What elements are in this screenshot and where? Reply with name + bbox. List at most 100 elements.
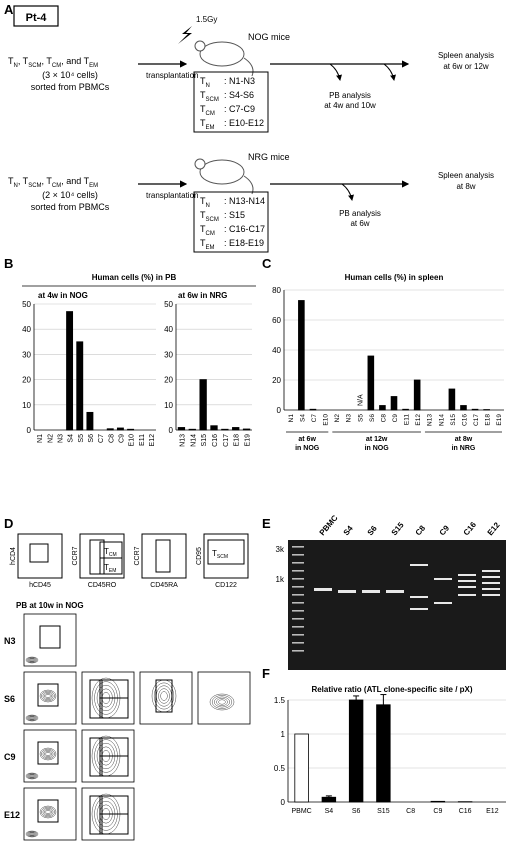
gel-band-S4-0 — [338, 590, 356, 593]
pb-row2-l2: at 6w — [350, 219, 369, 228]
C-ytick-2: 40 — [272, 346, 281, 355]
gel-lane-S4: S4 — [342, 524, 356, 538]
chart-c-title: Human cells (%) in spleen — [345, 273, 444, 282]
gel-lane-C16: C16 — [462, 520, 479, 537]
B-NOG-cat-C8: C8 — [108, 434, 115, 443]
gel-band-C9-0 — [434, 578, 452, 580]
schema-xlabel-0: hCD45 — [29, 582, 51, 589]
C-cat-S5: S5 — [357, 414, 364, 422]
C-cat-C16: C16 — [461, 414, 468, 426]
B-NOG-bar-E10 — [128, 429, 134, 430]
legend-row2-3: TEM: E18-E19 — [200, 238, 264, 251]
B-NOG-cat-N1: N1 — [37, 434, 44, 443]
C-cat-E18: E18 — [485, 414, 492, 426]
spleen-row1-l2: at 6w or 12w — [443, 62, 489, 71]
F-cat-PBMC: PBMC — [292, 808, 312, 815]
spleen-row2-l1: Spleen analysis — [438, 171, 494, 180]
C-cat-S15: S15 — [450, 414, 457, 426]
F-cat-S4: S4 — [325, 808, 334, 815]
chart-c-na-label: N/A — [357, 394, 364, 406]
B-NRG-cat-E19: E19 — [245, 434, 252, 447]
B-NOG-cat-E10: E10 — [129, 434, 136, 447]
B-NRG-bar-C16 — [211, 426, 218, 430]
flow-row-label-N3: N3 — [4, 636, 16, 646]
chart-c-group-1-l2: in NOG — [365, 445, 390, 452]
C-bar-C9 — [391, 397, 397, 411]
legend-row2-1: TSCM: S15 — [200, 210, 245, 223]
B-NRG-bar-N14 — [189, 429, 196, 430]
B-NOG-cat-N3: N3 — [57, 434, 64, 443]
schema-plot-0 — [18, 534, 62, 578]
C-cat-N13: N13 — [427, 414, 434, 426]
mice-row2: NRG mice — [248, 152, 290, 162]
flow-title: PB at 10w in NOG — [16, 601, 84, 610]
gel-band-PBMC-0 — [314, 588, 332, 591]
cells-row1: TN, TSCM, TCM, and TEM — [8, 56, 98, 69]
B-NOG-bar-S6 — [87, 412, 93, 430]
C-bar-C8 — [380, 406, 386, 411]
spleen-row2-l2: at 8w — [456, 182, 475, 191]
legend-row1-2: TCM: C7-C9 — [200, 104, 255, 117]
B-NOG-cat-N2: N2 — [47, 434, 54, 443]
F-cat-C16: C16 — [459, 808, 472, 815]
B-NRG-cat-E18: E18 — [234, 434, 241, 447]
B-NRG-bar-E19 — [243, 429, 250, 430]
gel-band-E12-4 — [482, 594, 500, 596]
pb-row1-l1: PB analysis — [329, 91, 371, 100]
C-cat-C9: C9 — [392, 414, 399, 423]
B-NOG-ytick-2: 20 — [22, 376, 31, 385]
C-bar-S15 — [449, 389, 455, 410]
C-bar-E12 — [414, 380, 420, 410]
B-NRG-ytick-3: 30 — [164, 350, 173, 359]
sorted-row1: sorted from PBMCs — [31, 82, 110, 92]
B-NRG-bar-E18 — [232, 427, 239, 430]
F-bar-C9 — [431, 801, 445, 802]
gel-band-C8-1 — [410, 596, 428, 598]
schema-plot-1 — [80, 534, 124, 578]
flow-row-label-C9: C9 — [4, 752, 16, 762]
B-NOG-cat-S4: S4 — [68, 434, 75, 443]
mice-row1: NOG mice — [248, 32, 290, 42]
B-NOG-cat-C7: C7 — [98, 434, 105, 443]
C-bar-E11 — [403, 409, 409, 410]
count-row1: (3 × 10⁴ cells) — [42, 70, 98, 80]
F-ytick-2: 1 — [281, 730, 286, 739]
B-NRG-ytick-2: 20 — [164, 376, 173, 385]
F-ytick-1: 0.5 — [274, 764, 286, 773]
gel-band-C16-3 — [458, 594, 476, 596]
C-cat-C7: C7 — [311, 414, 318, 423]
B-NRG-cat-C17: C17 — [223, 434, 230, 447]
B-NRG-bar-S15 — [200, 380, 207, 430]
transplant-row2: transplantation — [146, 191, 198, 200]
B-NOG-bar-C9 — [117, 428, 123, 430]
C-cat-N2: N2 — [334, 414, 341, 423]
gel-band-C9-1 — [434, 602, 452, 604]
gating-schema: hCD4hCD45CCR7CD45ROTCMTEMCCR7CD45RACD95C… — [10, 534, 248, 589]
C-ytick-0: 0 — [277, 406, 282, 415]
legend-row1-0: TN: N1-N3 — [200, 76, 255, 89]
B-NOG-cat-E12: E12 — [149, 434, 156, 447]
gel-lane-C9: C9 — [438, 523, 452, 537]
B-NRG-ytick-0: 0 — [169, 426, 174, 435]
chart-c-group-2-l2: in NRG — [452, 445, 476, 452]
flow-plot-S6-3 — [198, 672, 250, 724]
C-bar-S6 — [368, 356, 374, 410]
gel-lane-E12: E12 — [486, 520, 502, 537]
B-NOG-bar-S5 — [77, 342, 83, 430]
gel-lane-C8: C8 — [414, 523, 428, 537]
chart-c-group-0-l1: at 6w — [298, 436, 316, 443]
cells-row2: TN, TSCM, TCM, and TEM — [8, 176, 98, 189]
B-NOG-cat-S6: S6 — [88, 434, 95, 443]
C-cat-S4: S4 — [299, 414, 306, 422]
F-cat-C9: C9 — [433, 808, 442, 815]
gel-band-S6-0 — [362, 590, 380, 593]
C-cat-N3: N3 — [346, 414, 353, 423]
B-NOG-cat-E11: E11 — [139, 434, 146, 446]
B-NOG-ytick-4: 40 — [22, 325, 31, 334]
